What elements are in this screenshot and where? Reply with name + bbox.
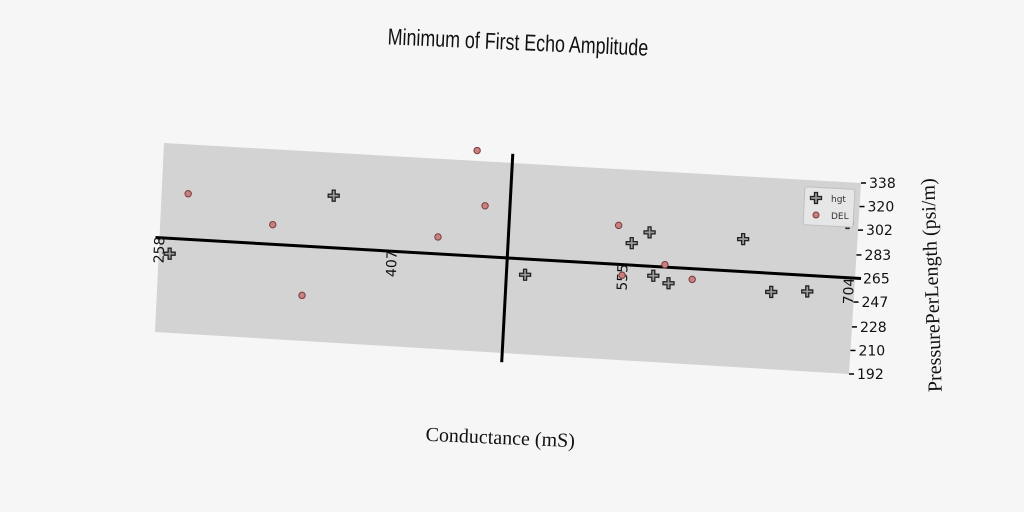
data-point-del bbox=[298, 291, 306, 300]
y-tick-label: 320 bbox=[868, 200, 895, 216]
data-point-del bbox=[688, 275, 696, 284]
legend-marker-hgt bbox=[809, 191, 823, 205]
y-tick-label: 302 bbox=[866, 223, 893, 239]
data-point-hgt bbox=[625, 236, 638, 250]
legend-marker-del bbox=[812, 211, 820, 219]
data-point-hgt bbox=[765, 285, 778, 299]
x-tick-label: 258 bbox=[152, 236, 169, 263]
data-point-del bbox=[618, 271, 626, 279]
legend: hgt DEL bbox=[802, 186, 856, 228]
data-point-del bbox=[269, 220, 277, 229]
y-axis-label: PressurePerLength (psi/m) bbox=[917, 178, 946, 392]
legend-label: hgt bbox=[831, 195, 846, 205]
data-point-hgt bbox=[643, 226, 656, 239]
data-point-hgt bbox=[647, 269, 660, 282]
data-point-del bbox=[473, 146, 481, 155]
data-point-hgt bbox=[327, 189, 340, 202]
x-axis-label: Conductance (mS) bbox=[425, 424, 575, 452]
data-point-hgt bbox=[518, 268, 532, 281]
y-tick-label: 247 bbox=[862, 295, 889, 311]
data-point-del bbox=[481, 202, 489, 210]
y-tick-label: 338 bbox=[869, 176, 896, 192]
y-tick-label: 265 bbox=[863, 272, 890, 288]
data-point-hgt bbox=[163, 247, 176, 260]
chart-title: Minimum of First Echo Amplitude bbox=[387, 24, 649, 61]
x-tick-label: 407 bbox=[384, 250, 401, 277]
legend-label: DEL bbox=[831, 212, 849, 222]
data-point-del bbox=[184, 190, 192, 198]
y-tick-label: 192 bbox=[857, 367, 884, 383]
y-tick-label: 210 bbox=[858, 343, 885, 359]
y-tick-label: 283 bbox=[864, 248, 891, 264]
data-point-del bbox=[434, 233, 442, 241]
data-point-hgt bbox=[801, 285, 814, 298]
data-point-hgt bbox=[736, 232, 750, 246]
data-point-del bbox=[614, 221, 623, 230]
x-tick-label: 704 bbox=[841, 277, 858, 304]
crosshair-horizontal bbox=[155, 236, 862, 280]
plot-area: 192210228247265283302320338258407555704h… bbox=[152, 143, 896, 383]
data-point-del bbox=[661, 260, 669, 269]
data-point-hgt bbox=[662, 277, 675, 290]
y-tick-label: 228 bbox=[860, 320, 887, 336]
